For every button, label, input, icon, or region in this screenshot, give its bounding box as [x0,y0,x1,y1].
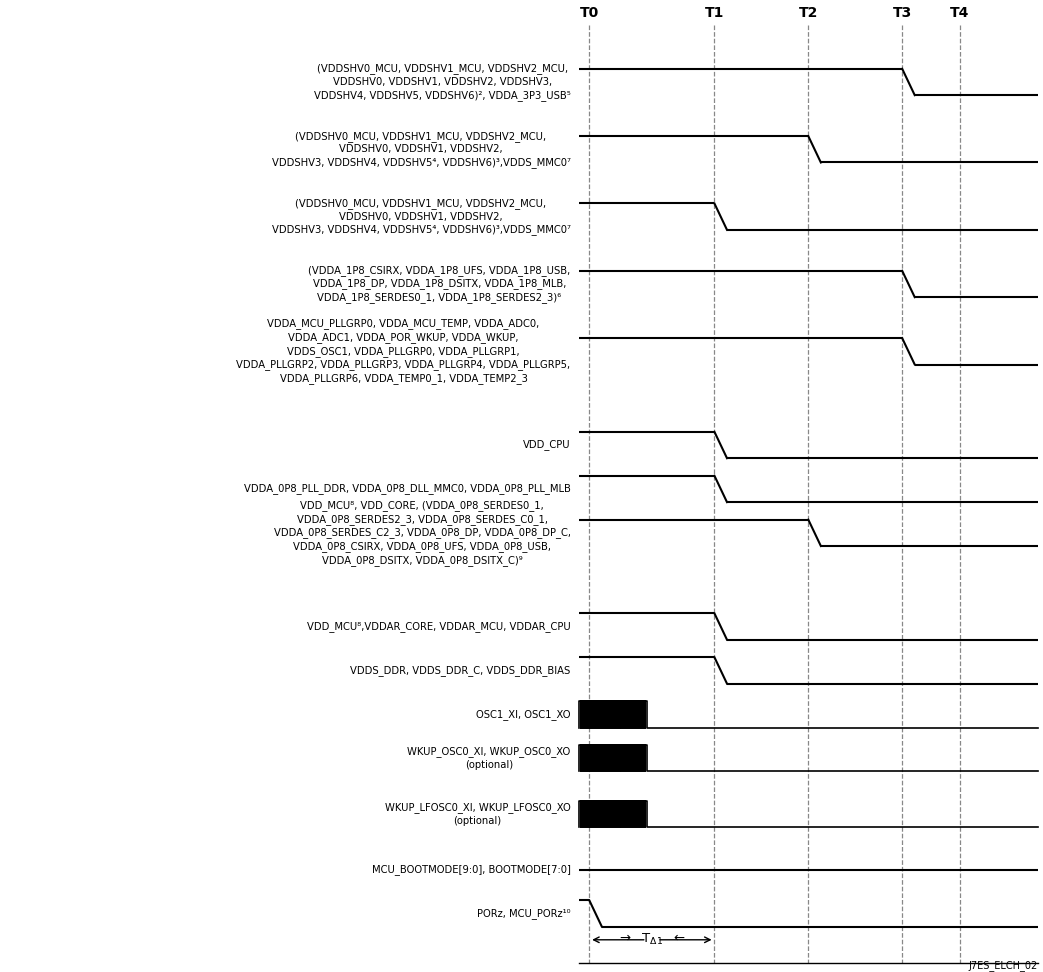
Text: VDDS_DDR, VDDS_DDR_C, VDDS_DDR_BIAS: VDDS_DDR, VDDS_DDR_C, VDDS_DDR_BIAS [350,665,571,676]
Text: WKUP_LFOSC0_XI, WKUP_LFOSC0_XO
(optional): WKUP_LFOSC0_XI, WKUP_LFOSC0_XO (optional… [385,802,571,826]
Text: MCU_BOOTMODE[9:0], BOOTMODE[7:0]: MCU_BOOTMODE[9:0], BOOTMODE[7:0] [371,864,571,875]
Text: VDD_CPU: VDD_CPU [523,439,571,450]
Text: (VDDA_1P8_CSIRX, VDDA_1P8_UFS, VDDA_1P8_USB,
VDDA_1P8_DP, VDDA_1P8_DSITX, VDDA_1: (VDDA_1P8_CSIRX, VDDA_1P8_UFS, VDDA_1P8_… [309,264,571,303]
Text: (VDDSHV0_MCU, VDDSHV1_MCU, VDDSHV2_MCU,
VDDSHV0, VDDSHV1, VDDSHV2,
VDDSHV3, VDDS: (VDDSHV0_MCU, VDDSHV1_MCU, VDDSHV2_MCU, … [271,130,571,168]
Text: T4: T4 [950,7,969,20]
Text: (VDDSHV0_MCU, VDDSHV1_MCU, VDDSHV2_MCU,
VDDSHV0, VDDSHV1, VDDSHV2,
VDDSHV3, VDDS: (VDDSHV0_MCU, VDDSHV1_MCU, VDDSHV2_MCU, … [271,198,571,235]
Text: T3: T3 [893,7,912,20]
Text: VDD_MCU⁸, VDD_CORE, (VDDA_0P8_SERDES0_1,
VDDA_0P8_SERDES2_3, VDDA_0P8_SERDES_C0_: VDD_MCU⁸, VDD_CORE, (VDDA_0P8_SERDES0_1,… [273,500,571,566]
Text: J7ES_ELCH_02: J7ES_ELCH_02 [969,959,1038,970]
Text: WKUP_OSC0_XI, WKUP_OSC0_XO
(optional): WKUP_OSC0_XI, WKUP_OSC0_XO (optional) [407,746,571,770]
Text: T1: T1 [705,7,724,20]
Text: OSC1_XI, OSC1_XO: OSC1_XI, OSC1_XO [476,709,571,720]
Text: VDDA_MCU_PLLGRP0, VDDA_MCU_TEMP, VDDA_ADC0,
VDDA_ADC1, VDDA_POR_WKUP, VDDA_WKUP,: VDDA_MCU_PLLGRP0, VDDA_MCU_TEMP, VDDA_AD… [237,319,571,384]
Text: T2: T2 [799,7,818,20]
Text: PORz, MCU_PORz¹⁰: PORz, MCU_PORz¹⁰ [477,908,571,919]
Text: T0: T0 [580,7,599,20]
Text: VDDA_0P8_PLL_DDR, VDDA_0P8_DLL_MMC0, VDDA_0P8_PLL_MLB: VDDA_0P8_PLL_DDR, VDDA_0P8_DLL_MMC0, VDD… [244,483,571,495]
Text: (VDDSHV0_MCU, VDDSHV1_MCU, VDDSHV2_MCU,
VDDSHV0, VDDSHV1, VDDSHV2, VDDSHV3,
VDDS: (VDDSHV0_MCU, VDDSHV1_MCU, VDDSHV2_MCU, … [314,63,571,101]
Text: $\rightarrow$  T$_{\Delta1}$  $\leftarrow$: $\rightarrow$ T$_{\Delta1}$ $\leftarrow$ [617,932,686,948]
Text: VDD_MCU⁸,VDDAR_CORE, VDDAR_MCU, VDDAR_CPU: VDD_MCU⁸,VDDAR_CORE, VDDAR_MCU, VDDAR_CP… [307,621,571,632]
